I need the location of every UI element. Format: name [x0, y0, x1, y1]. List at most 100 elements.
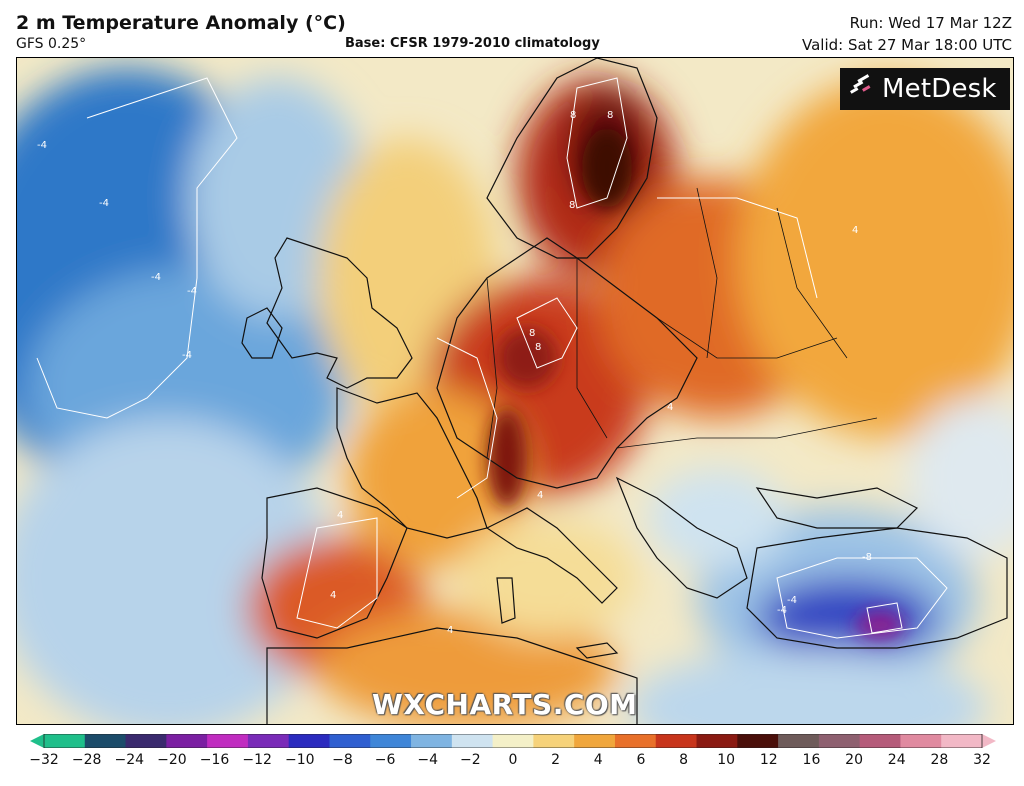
border-line	[776, 207, 848, 359]
colorbar-segment	[778, 734, 820, 748]
contour-label: -4	[182, 350, 192, 361]
contour-label: -4	[187, 286, 197, 297]
map-canvas: -4 -4 -4 -4 -4 8 8 8 8 4 4 4 -4 -4 -8 8 …	[17, 58, 1013, 724]
border-line	[696, 187, 718, 359]
contour-label: 8	[570, 110, 576, 121]
colorbar-segment	[166, 734, 208, 748]
colorbar-tick-label: −2	[460, 752, 481, 768]
border-line	[656, 317, 838, 359]
colorbar-tick-label: −12	[242, 752, 272, 768]
colorbar-segment	[84, 734, 127, 748]
colorbar-segment	[737, 734, 779, 748]
contour-label: -4	[777, 605, 787, 616]
anomaly-field	[17, 68, 1013, 724]
contour-label: -8	[862, 552, 872, 563]
contour-lines	[36, 77, 948, 639]
contour-label: 8	[607, 110, 613, 121]
colorbar-tick-label: 10	[717, 752, 736, 768]
great-britain-coast	[266, 237, 413, 389]
run-time-label: Run: Wed 17 Mar 12Z	[849, 14, 1012, 32]
wxcharts-watermark: WXCHARTS.COM	[372, 688, 638, 721]
contour-label: -4	[99, 198, 109, 209]
colorbar-segment	[288, 734, 330, 748]
colorbar-segment	[411, 734, 453, 748]
colorbar-frame	[43, 734, 983, 748]
colorbar-right-arrow	[982, 734, 996, 748]
contour-8	[566, 77, 628, 209]
colorbar-tick-label: 12	[759, 752, 778, 768]
contour-label: -4	[787, 595, 797, 606]
contour-label: -4	[37, 140, 47, 151]
colorbar-segment	[655, 734, 698, 748]
metdesk-logo: MetDesk	[840, 68, 1010, 110]
colorbar-tick-label: 8	[679, 752, 688, 768]
colorbar-segment	[859, 734, 901, 748]
colorbar-tick-label: 20	[845, 752, 863, 768]
colorbar-segment	[533, 734, 575, 748]
black-sea-coast	[755, 487, 919, 529]
colorbar-tick-label: 0	[508, 752, 518, 768]
colorbar-tick-label: 6	[636, 752, 646, 768]
contour-label: 4	[337, 510, 343, 521]
colorbar-ticks: −32 −28 −24 −20 −16 −12 −10 −8 −6 −4 −2 0 2 4 6 8 10 12 16…	[0, 752, 1024, 774]
colorbar-segment	[941, 734, 983, 748]
colorbar-segment	[696, 734, 738, 748]
colorbar-segments	[44, 734, 983, 748]
contour-label-group: -4 -4 -4 -4 -4 8 8 8 8 4 4 4 -4 -4 -8 8 …	[37, 110, 872, 636]
colorbar-segment	[818, 734, 861, 748]
colorbar-left-arrow	[30, 734, 44, 748]
contour-4	[436, 337, 498, 499]
sardinia-coast	[496, 577, 516, 624]
colorbar-tick-label: 16	[802, 752, 821, 768]
colorbar-segment	[492, 734, 534, 748]
colorbar-segment	[329, 734, 371, 748]
colorbar	[30, 734, 996, 748]
contour-label: 8	[529, 328, 535, 339]
contour-4	[296, 517, 378, 629]
contour-label: 4	[330, 590, 336, 601]
contour-8	[516, 297, 578, 369]
colorbar-segment	[451, 734, 494, 748]
metdesk-logo-icon	[848, 73, 874, 106]
colorbar-tick-label: −10	[285, 752, 315, 768]
chart-title: 2 m Temperature Anomaly (°C)	[16, 12, 346, 34]
ireland-coast	[241, 307, 283, 359]
contour-label: -4	[151, 272, 161, 283]
colorbar-segment	[900, 734, 942, 748]
contour-4	[657, 197, 818, 299]
contour-minus8	[866, 602, 903, 634]
contour-label: 8	[535, 342, 541, 353]
scandinavia-coast	[486, 58, 658, 259]
north-africa-coast	[266, 627, 638, 724]
colorbar-tick-label: 32	[973, 752, 991, 768]
colorbar-segment	[247, 734, 290, 748]
france-coast	[336, 387, 488, 539]
borders	[486, 187, 878, 459]
colorbar-tick-label: 24	[887, 752, 906, 768]
colorbar-segment	[207, 734, 249, 748]
contour-label: 4	[537, 490, 543, 501]
contour-minus4	[776, 557, 948, 639]
colorbar-tick-label: −4	[417, 752, 439, 768]
valid-time-label: Valid: Sat 27 Mar 18:00 UTC	[802, 36, 1012, 54]
colorbar-segment	[370, 734, 412, 748]
colorbar-segment	[44, 734, 86, 748]
temperature-anomaly-map: -4 -4 -4 -4 -4 8 8 8 8 4 4 4 -4 -4 -8 8 …	[16, 57, 1014, 725]
italy-coast	[485, 507, 618, 604]
colorbar-segment	[614, 734, 657, 748]
colorbar-tick-label: 28	[930, 752, 949, 768]
iberia-coast	[261, 487, 408, 639]
colorbar-tick-label: −16	[199, 752, 230, 768]
sicily-coast	[575, 642, 619, 659]
metdesk-brand-text: MetDesk	[882, 74, 997, 104]
contour-label: 4	[667, 402, 673, 413]
colorbar-tick-label: −32	[29, 752, 59, 768]
colorbar-tick-label: −28	[71, 752, 102, 768]
colorbar-segment	[574, 734, 616, 748]
model-label: GFS 0.25°	[16, 36, 87, 52]
contour-label: 4	[447, 625, 453, 636]
border-line	[616, 417, 878, 449]
central-europe-coast	[436, 237, 698, 489]
anomaly-peaks	[487, 128, 904, 639]
turkey-coast	[746, 527, 1008, 649]
